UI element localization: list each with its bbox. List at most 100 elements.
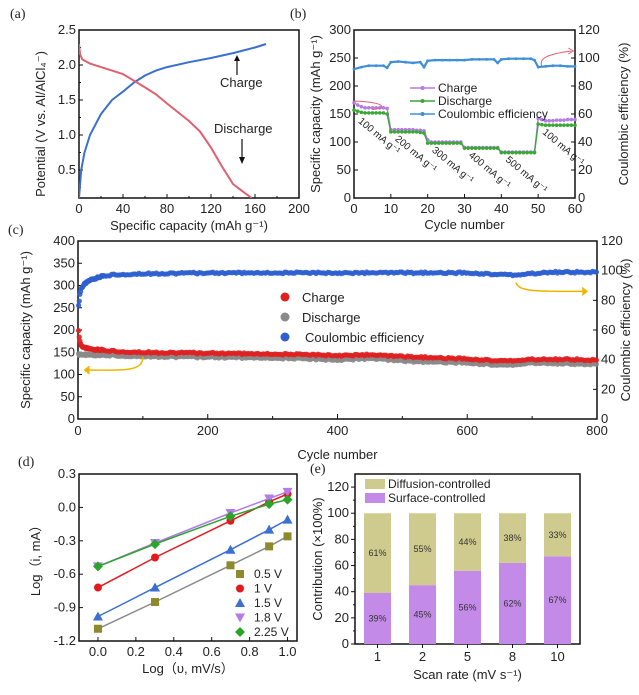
data-point: [441, 58, 444, 62]
y-tick-label: 100: [329, 134, 351, 149]
data-point: [514, 150, 518, 155]
data-point: [455, 141, 459, 145]
y-tick-label: 0.0: [58, 499, 76, 514]
y-axis-title: Specific capacity (mAh g⁻¹): [308, 35, 323, 193]
x-tick-label: 0.4: [165, 644, 183, 659]
legend-label: 0.5 V: [254, 567, 282, 581]
legend-label: Charge: [438, 81, 478, 95]
y-tick-label: -0.3: [54, 533, 76, 548]
data-point: [76, 328, 82, 334]
y-tick-label: 0: [68, 411, 75, 426]
y-right-tick-label: 120: [601, 233, 623, 248]
y-tick-label: 0.3: [58, 466, 76, 481]
arrow-head: [234, 55, 240, 61]
x-tick-label: 50: [531, 201, 545, 216]
data-point: [554, 123, 559, 127]
data-point: [573, 65, 577, 68]
data-point: [451, 141, 456, 145]
data-point: [396, 60, 400, 63]
x-tick-label: 200: [288, 201, 310, 216]
data-point: [377, 111, 382, 115]
x-tick-label: 120: [200, 201, 222, 216]
data-point: [151, 553, 160, 562]
data-point: [425, 141, 430, 145]
x-tick-label: 400: [327, 423, 349, 438]
data-point: [370, 106, 375, 110]
series-line-charge: [79, 43, 267, 198]
data-point: [466, 146, 470, 150]
y-tick-label: 0.5: [58, 162, 76, 177]
panel-label: (c): [8, 223, 24, 238]
x-tick-label: 0.0: [89, 644, 107, 659]
data-point: [93, 624, 102, 633]
data-point: [536, 122, 540, 126]
legend-label: Surface-controlled: [388, 491, 485, 505]
data-point: [429, 141, 434, 145]
data-point: [433, 58, 437, 62]
legend-marker: [420, 86, 425, 90]
data-point: [532, 150, 537, 155]
legend-swatch: [365, 479, 385, 489]
data-point: [422, 65, 426, 69]
annotation-discharge: Discharge: [214, 121, 273, 136]
arrow-to-right-axis: [515, 282, 588, 293]
data-point: [536, 116, 540, 121]
bar-value-label: 62%: [503, 598, 521, 608]
data-point: [359, 104, 364, 109]
y-tick-label: 50: [337, 162, 351, 177]
data-point: [488, 146, 493, 150]
data-point: [226, 561, 235, 570]
data-point: [283, 532, 292, 541]
data-point: [370, 111, 375, 115]
y-tick-label: 40: [335, 584, 349, 599]
legend-label: Coulombic efficiency: [305, 330, 424, 345]
x-tick-label: 0.2: [127, 644, 145, 659]
data-point: [448, 58, 452, 62]
y-right-tick-label: 100: [601, 263, 623, 278]
data-point: [444, 141, 448, 145]
data-point: [352, 67, 356, 71]
data-point: [558, 123, 563, 127]
data-point: [499, 150, 504, 155]
bar-diffusion-controlled: [409, 513, 436, 586]
bar-diffusion-controlled: [454, 513, 481, 571]
rate-label: 400 mA g⁻¹: [466, 150, 513, 192]
legend-label: Coulombic efficiency: [438, 107, 548, 121]
y-right-tick-label: 80: [601, 292, 615, 307]
y-tick-label: -0.9: [54, 600, 76, 615]
y-right-tick-label: 60: [578, 106, 592, 121]
x-tick-label: 1.0: [278, 644, 296, 659]
x-tick-label: 0: [350, 201, 357, 216]
data-point: [514, 57, 518, 61]
legend-label: 2.25 V: [254, 625, 289, 639]
bar-value-label: 55%: [413, 544, 431, 554]
panel-b: (b)0 10 20 30 40 50 60050100150200250300020406…: [290, 7, 631, 232]
panel-c: (c)0 200 400 600 800050100150200250300350400…: [8, 223, 633, 462]
y-tick-label: 80: [335, 531, 349, 546]
data-point: [551, 64, 555, 68]
legend-marker: [235, 598, 245, 607]
y-tick-label: 100: [327, 505, 349, 520]
x-tick-label: 80: [160, 201, 174, 216]
bar-value-label: 56%: [458, 602, 476, 612]
data-point: [543, 123, 548, 127]
data-point: [414, 130, 419, 134]
data-point: [76, 302, 82, 309]
x-tick-label: 0: [75, 201, 82, 216]
data-point: [543, 118, 548, 123]
data-point: [418, 60, 422, 64]
data-point: [573, 123, 577, 127]
x-tick-label: 1: [374, 649, 381, 664]
data-point: [426, 59, 430, 63]
x-axis-title: Specific capacity (mAh g⁻¹): [110, 218, 268, 233]
x-axis-title: Cycle number: [424, 217, 505, 232]
data-point: [506, 150, 511, 155]
data-point: [565, 123, 570, 127]
rate-label: 100 mA g⁻¹: [356, 116, 403, 158]
data-point: [404, 60, 407, 64]
y-tick-label: 1.0: [58, 127, 76, 142]
data-point: [547, 118, 552, 123]
data-point: [264, 499, 275, 510]
y-tick-label: 200: [53, 322, 75, 337]
data-point: [76, 334, 82, 340]
